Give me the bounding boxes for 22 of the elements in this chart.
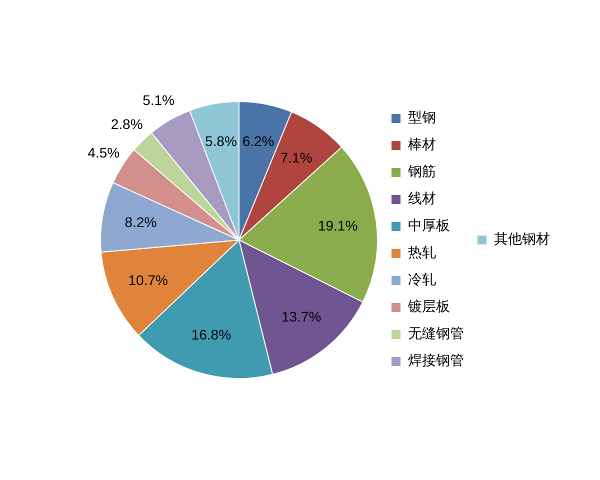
legend-label: 热轧 xyxy=(408,245,436,262)
data-label: 8.2% xyxy=(124,214,157,230)
legend-label: 无缝钢管 xyxy=(408,326,464,342)
data-label: 7.1% xyxy=(280,149,312,166)
data-label: 13.7% xyxy=(282,308,322,325)
data-label: 6.2% xyxy=(242,133,274,150)
legend-label: 镀层板 xyxy=(407,299,450,316)
legend-label: 型钢 xyxy=(408,110,436,126)
data-label: 19.1% xyxy=(318,217,358,234)
legend-label: 棒材 xyxy=(408,137,436,154)
legend-label: 其他钢材 xyxy=(494,232,550,248)
legend-label: 钢筋 xyxy=(407,164,436,180)
legend-label: 冷轧 xyxy=(408,272,436,288)
data-label: 5.8% xyxy=(204,132,237,149)
legend-label: 中厚板 xyxy=(408,218,450,234)
data-label: 16.8% xyxy=(191,326,232,343)
legend-label: 线材 xyxy=(408,191,436,208)
data-label: 2.8% xyxy=(110,116,143,132)
data-label: 5.1% xyxy=(142,92,174,108)
data-label: 4.5% xyxy=(88,144,120,160)
data-label: 10.7% xyxy=(128,272,168,288)
legend-label: 焊接钢管 xyxy=(408,353,464,370)
